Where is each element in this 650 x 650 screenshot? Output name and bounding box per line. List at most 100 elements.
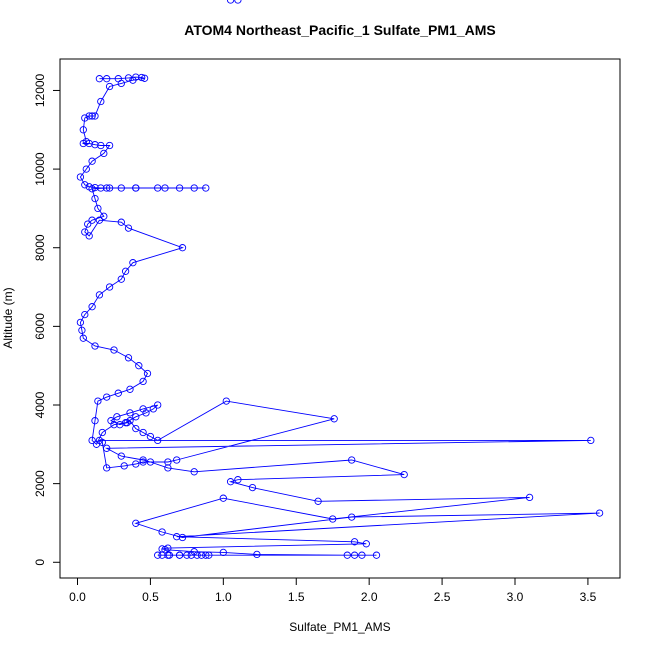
data-point	[139, 377, 147, 386]
data-point	[164, 464, 172, 472]
data-point	[79, 126, 87, 134]
data-point	[135, 362, 143, 370]
data-point	[197, 551, 206, 559]
data-point	[190, 468, 198, 476]
data-point	[95, 216, 104, 224]
data-point	[248, 483, 257, 492]
data-point	[587, 436, 595, 445]
data-point	[103, 184, 111, 192]
data-point	[362, 540, 370, 548]
data-point	[103, 464, 111, 472]
data-point	[88, 157, 96, 165]
y-axis-title: Altitude (m)	[1, 287, 15, 348]
data-point	[146, 458, 155, 466]
x-tick-label: 3.5	[580, 590, 597, 604]
data-point	[91, 194, 99, 203]
data-point	[132, 184, 140, 192]
data-point	[105, 184, 114, 192]
data-point	[124, 74, 133, 82]
data-point	[76, 173, 85, 181]
data-point	[143, 369, 152, 378]
data-point	[226, 478, 235, 486]
data-point	[91, 342, 99, 350]
data-point	[234, 476, 242, 484]
data-point	[117, 184, 125, 192]
x-tick-label: 2.5	[434, 590, 451, 604]
data-point	[132, 460, 140, 468]
data-point	[222, 397, 230, 405]
data-point	[132, 424, 140, 433]
data-point	[158, 528, 166, 536]
y-axis: 0 2000 4000 6000 8000 10000 12000	[33, 73, 61, 566]
data-point	[129, 259, 137, 267]
data-point	[139, 456, 147, 464]
data-point	[113, 413, 121, 421]
data-point	[348, 513, 356, 521]
data-point	[100, 212, 108, 220]
data-point	[173, 456, 181, 464]
data-point	[97, 184, 105, 192]
data-point	[124, 224, 133, 232]
data-point	[183, 551, 191, 559]
x-tick-label: 2.0	[361, 590, 378, 604]
data-point	[85, 112, 93, 120]
data-point	[178, 244, 187, 252]
data-point	[350, 551, 359, 559]
data-point	[95, 291, 104, 299]
data-point	[132, 519, 140, 527]
data-point	[219, 494, 227, 502]
data-point	[117, 79, 125, 88]
data-point	[88, 303, 96, 311]
data-point	[95, 75, 104, 83]
data-point	[139, 458, 147, 466]
data-point	[330, 415, 338, 423]
data-point	[350, 538, 359, 546]
data-point	[140, 74, 149, 82]
data-point	[175, 551, 184, 559]
data-point	[97, 97, 105, 106]
data-point	[91, 112, 99, 120]
data-point	[117, 452, 125, 460]
data-point	[95, 436, 104, 445]
data-point	[161, 546, 169, 554]
data-point	[164, 458, 172, 466]
data-point	[138, 73, 146, 82]
y-tick-label: 8000	[33, 234, 47, 261]
data-point	[88, 112, 96, 120]
data-point	[154, 436, 162, 445]
x-axis: 0.0 0.5 1.0 1.5 2.0 2.5 3.0 3.5	[69, 577, 597, 604]
data-point	[158, 551, 166, 559]
data-point	[343, 551, 351, 559]
data-point	[103, 444, 111, 452]
data-point	[103, 75, 111, 83]
data-point	[110, 346, 118, 354]
data-point	[126, 417, 134, 425]
data-point	[154, 401, 162, 409]
data-point	[146, 432, 155, 441]
data-point	[124, 354, 133, 362]
data-point	[105, 283, 114, 291]
data-point	[314, 497, 322, 505]
data-point	[193, 551, 201, 559]
x-axis-title: Sulfate_PM1_AMS	[289, 620, 390, 634]
x-tick-label: 1.0	[215, 590, 232, 604]
data-point	[121, 267, 130, 275]
data-point	[205, 551, 213, 559]
data-point	[85, 232, 93, 240]
data-point	[81, 310, 89, 319]
data-point	[178, 533, 187, 542]
x-tick-label: 3.0	[507, 590, 524, 604]
data-point	[105, 82, 114, 91]
y-tick-label: 0	[33, 559, 47, 566]
data-point	[400, 470, 408, 479]
chart-title: ATOM4 Northeast_Pacific_1 Sulfate_PM1_AM…	[184, 22, 495, 38]
y-tick-label: 4000	[33, 391, 47, 418]
data-point	[88, 185, 96, 193]
x-tick-label: 1.5	[288, 590, 305, 604]
y-tick-label: 12000	[33, 73, 47, 107]
data-point	[117, 275, 125, 283]
data-point	[132, 413, 140, 421]
